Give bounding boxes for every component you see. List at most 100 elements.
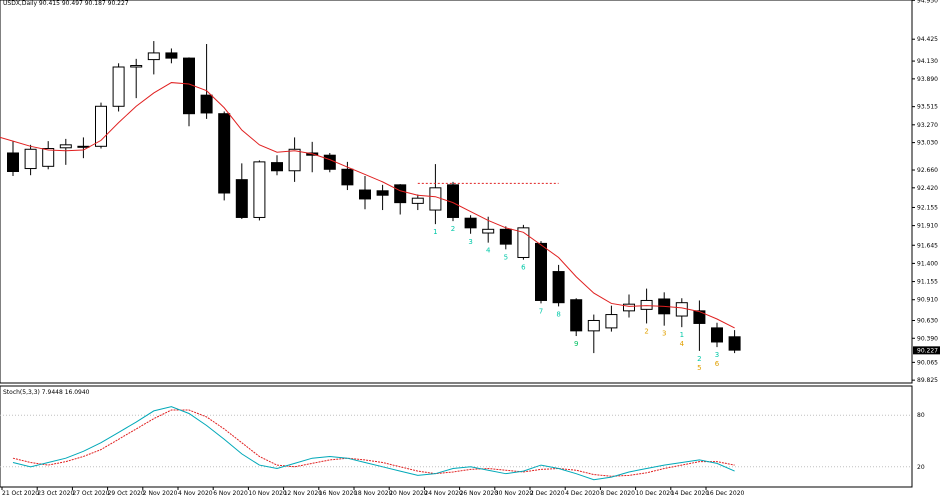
price-tick-label: 90.630: [917, 317, 938, 324]
date-tick-label: 26 Nov 2020: [460, 490, 499, 497]
candle: [200, 44, 213, 119]
price-pane-frame: [0, 0, 913, 384]
candle: [464, 215, 477, 234]
sequential-count-label: 9: [574, 340, 578, 348]
candle-body-bull: [517, 227, 530, 258]
price-tick-label: 92.155: [917, 204, 938, 211]
candle-body-bull: [253, 161, 266, 218]
date-tick-label: 24 Nov 2020: [424, 490, 463, 497]
price-tick-label: 91.400: [917, 260, 938, 267]
candle-body-bull: [77, 145, 90, 148]
date-tick-label: 21 Oct 2020: [2, 490, 39, 497]
price-tick-label: 93.270: [917, 122, 938, 129]
candle: [728, 330, 741, 354]
price-tick-label: 91.155: [917, 279, 938, 286]
sequential-count-label: 6: [715, 360, 720, 368]
sequential-count-label: 5: [697, 364, 701, 372]
candle-body-bull: [112, 66, 125, 107]
candle-body-bull: [42, 148, 55, 167]
moving-average-line: [0, 82, 735, 329]
candle-body-bear: [711, 327, 723, 343]
current-price-box: [913, 346, 940, 355]
candle: [587, 314, 600, 354]
candle: [59, 138, 72, 165]
candle-body-bear: [235, 179, 248, 218]
price-tick-label: 92.420: [917, 185, 938, 192]
candle: [24, 144, 37, 176]
candle-body-bull: [411, 197, 424, 204]
date-tick-label: 23 Oct 2020: [37, 490, 74, 497]
candle-body-bear: [570, 299, 583, 332]
candle: [165, 48, 178, 64]
candle: [218, 111, 231, 201]
price-tick-label: 93.515: [917, 104, 938, 111]
candle-body-bull: [59, 144, 72, 149]
candle-body-bull: [147, 52, 160, 61]
candle: [570, 298, 583, 337]
candle: [42, 141, 55, 170]
candle-body-bull: [429, 187, 442, 211]
candle-body-bear: [323, 154, 336, 170]
sequential-count-label: 2: [451, 225, 455, 233]
price-tick-label: 91.910: [917, 223, 938, 230]
candle: [7, 141, 19, 176]
stochastic-level-label: 20: [917, 464, 925, 471]
sequential-count-label: 4: [680, 340, 685, 348]
date-tick-label: 4 Nov 2020: [178, 490, 213, 497]
candle: [323, 152, 336, 173]
price-tick-label: 94.130: [917, 58, 938, 65]
candle-body-bear: [359, 189, 371, 200]
candle: [253, 160, 266, 221]
price-tick-label: 94.950: [917, 0, 938, 4]
stochastic-group: 80 20: [0, 406, 925, 481]
date-tick-label: 20 Nov 2020: [389, 490, 428, 497]
chart-title: USDX,Daily 90.415 90.497 90.187 90.227: [3, 0, 129, 7]
candle-body-bear: [535, 242, 547, 301]
sequential-count-label: 3: [662, 330, 666, 338]
candle-body-bear: [464, 217, 477, 229]
date-tick-label: 16 Dec 2020: [706, 490, 745, 497]
sequential-count-label: 1: [680, 331, 684, 339]
candle: [376, 184, 389, 211]
date-tick-label: 16 Nov 2020: [319, 490, 358, 497]
price-tick-label: 90.065: [917, 359, 938, 366]
candle-body-bull: [482, 228, 495, 234]
candle: [235, 163, 248, 219]
date-tick-label: 8 Dec 2020: [600, 490, 635, 497]
candle-body-bull: [587, 319, 600, 332]
candle-body-bear: [394, 184, 407, 204]
price-tick-label: 91.645: [917, 242, 938, 249]
candle: [411, 194, 424, 211]
sequential-count-label: 6: [521, 264, 526, 272]
candle: [711, 322, 723, 348]
sequential-count-label: 2: [697, 355, 701, 363]
date-tick-label: 6 Nov 2020: [213, 490, 248, 497]
candle-body-bear: [7, 152, 19, 173]
candle-body-bear: [165, 52, 178, 59]
candle-body-bear: [728, 336, 741, 351]
sequential-count-label: 5: [504, 253, 508, 261]
sequential-count-label: 1: [433, 228, 437, 236]
candle: [605, 305, 618, 332]
candle: [130, 58, 143, 99]
sequential-count-label: 2: [644, 327, 648, 335]
candle-body-bear: [200, 94, 213, 114]
candle: [552, 264, 565, 307]
candle-body-bear: [499, 228, 512, 245]
stochastic-pane-frame: [0, 385, 913, 488]
candle-body-bull: [640, 299, 653, 310]
price-tick-label: 93.030: [917, 140, 938, 147]
date-tick-label: 12 Nov 2020: [284, 490, 323, 497]
date-tick-label: 10 Nov 2020: [248, 490, 287, 497]
moving-average-group: [0, 82, 735, 329]
candle-body-bull: [675, 302, 688, 317]
candle-body-bear: [552, 271, 565, 304]
candle-body-bull: [288, 148, 301, 172]
candle-body-bull: [623, 303, 635, 312]
price-tick-label: 89.825: [917, 377, 938, 384]
date-tick-label: 2 Dec 2020: [530, 490, 565, 497]
candle-body-bull: [130, 65, 143, 68]
